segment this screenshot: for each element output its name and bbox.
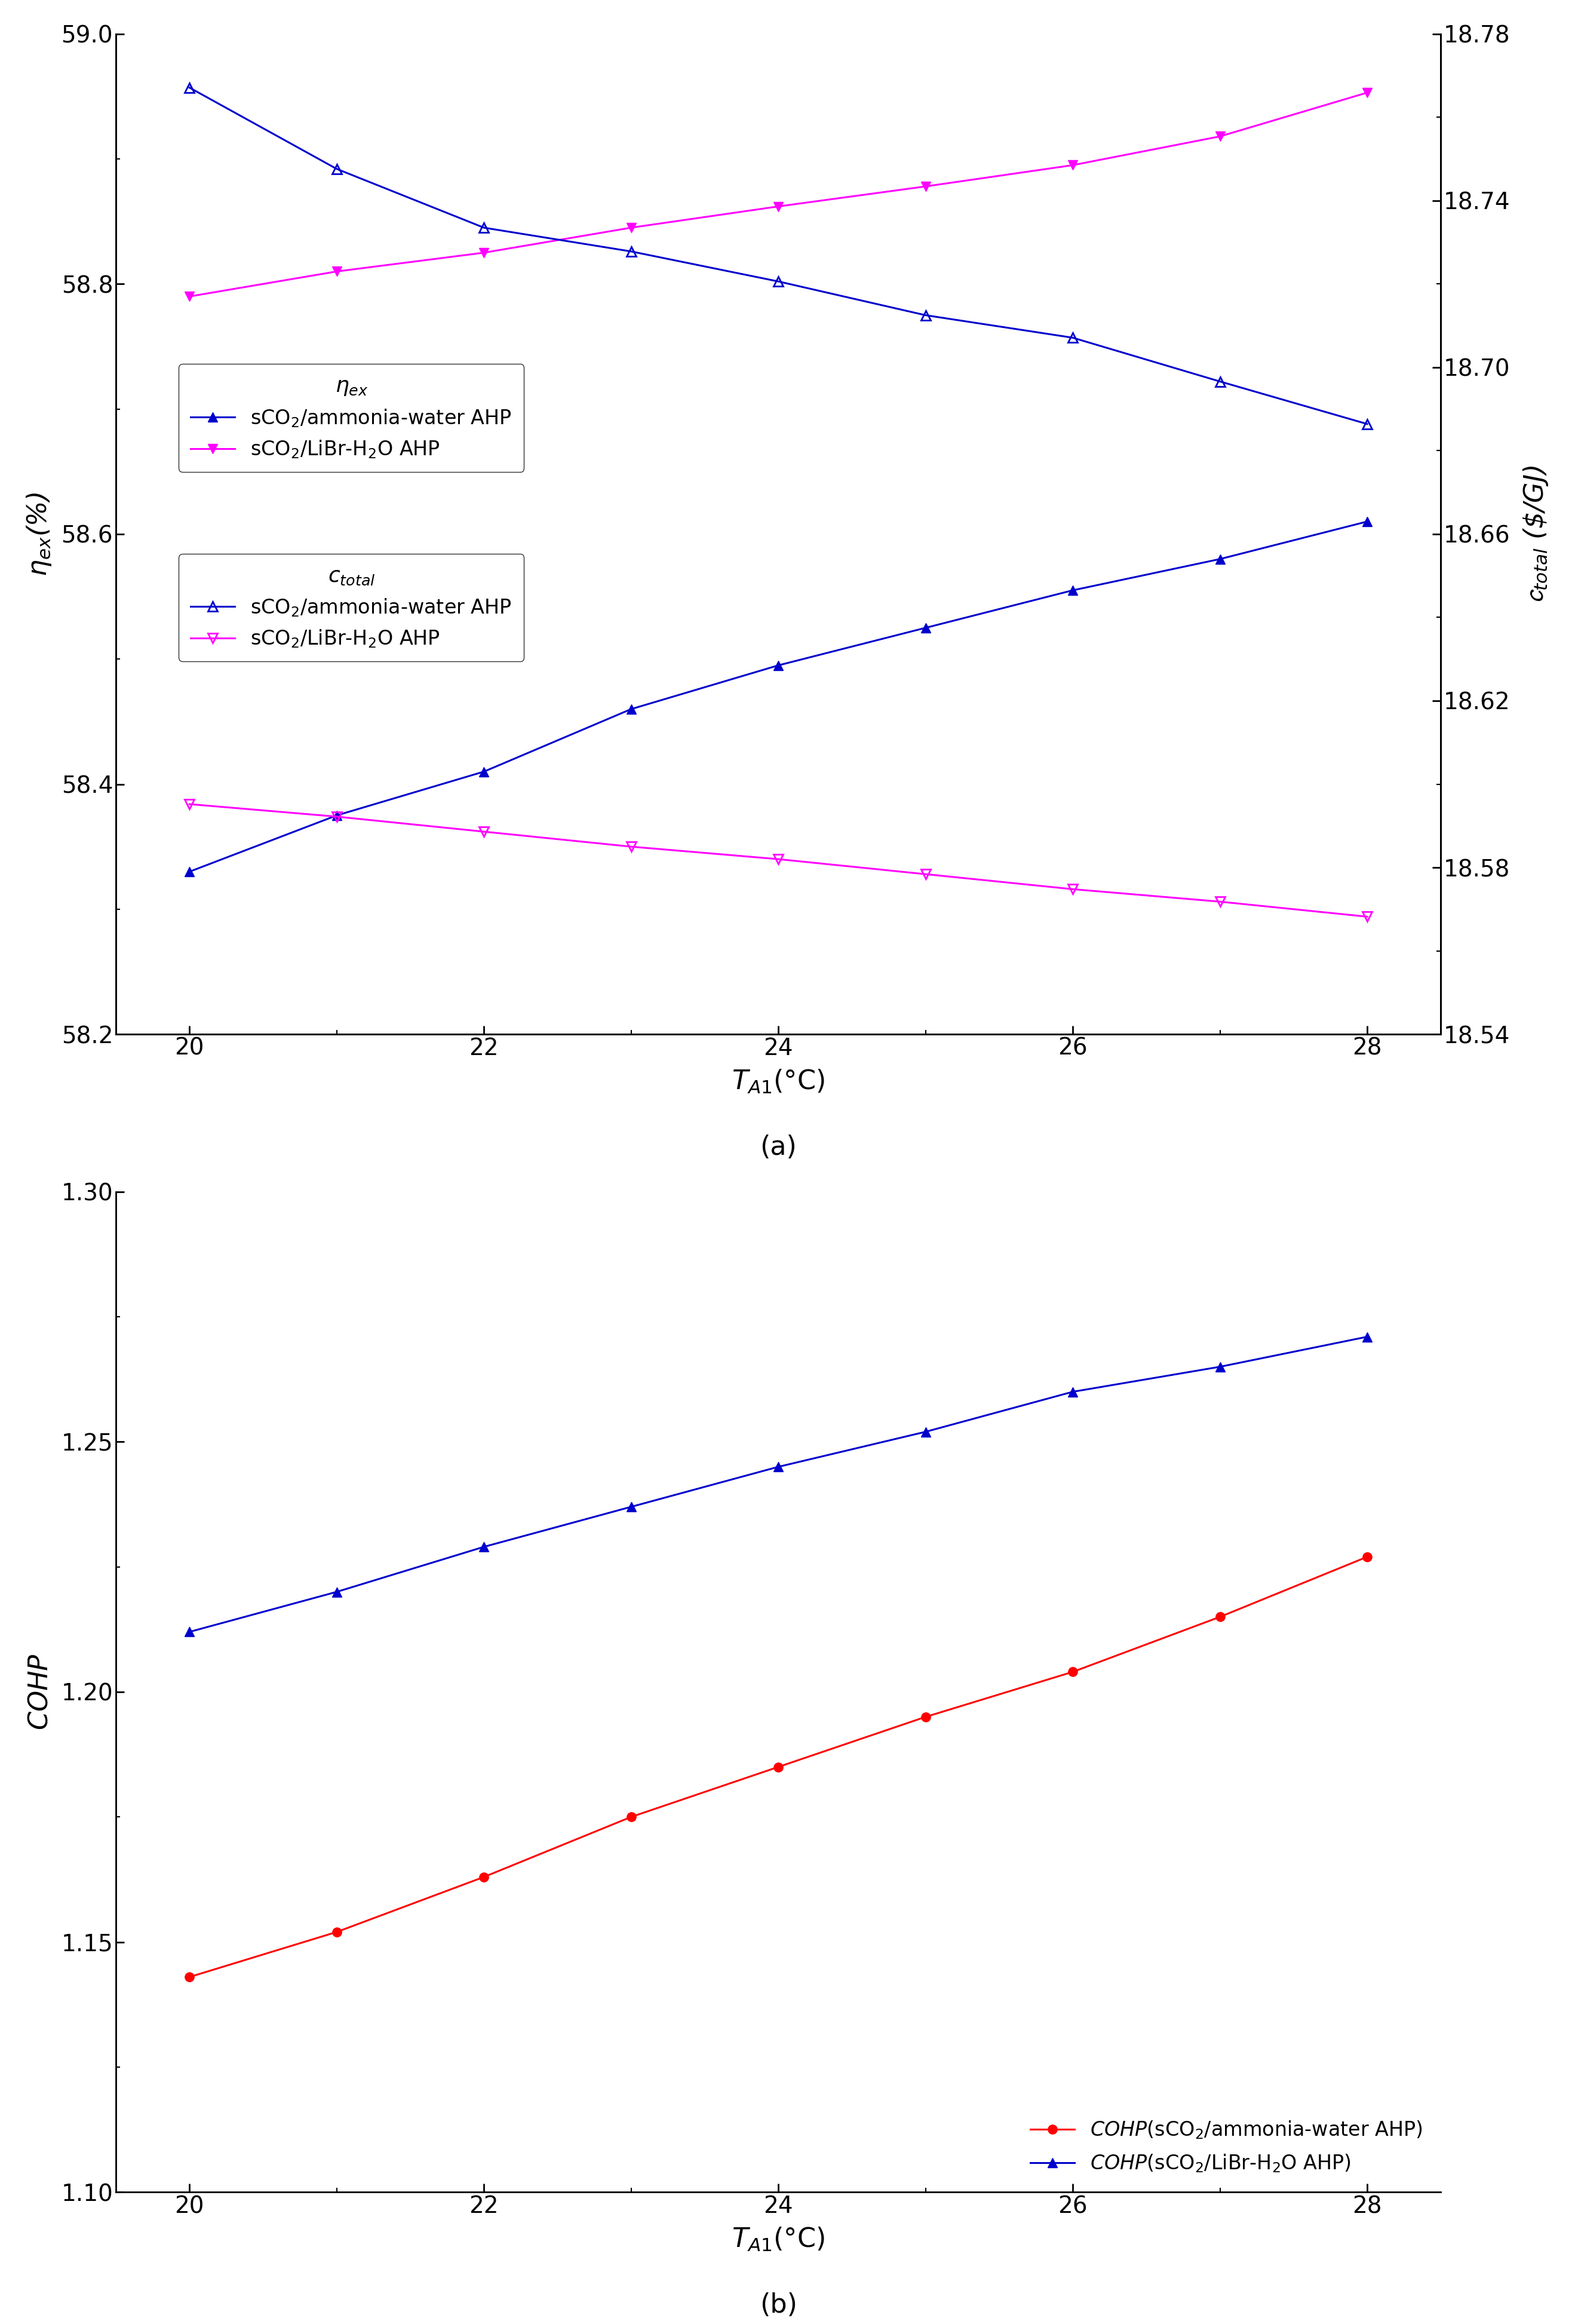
$COHP$(sCO$_2$/LiBr-H$_2$O AHP)	[622, 1492, 641, 1520]
Line: $COHP$(sCO$_2$/ammonia-water AHP): $COHP$(sCO$_2$/ammonia-water AHP)	[184, 1552, 1372, 1982]
Line: $COHP$(sCO$_2$/LiBr-H$_2$O AHP): $COHP$(sCO$_2$/LiBr-H$_2$O AHP)	[184, 1332, 1372, 1636]
Y-axis label: $COHP$: $COHP$	[27, 1655, 54, 1731]
$COHP$(sCO$_2$/LiBr-H$_2$O AHP)	[769, 1452, 788, 1480]
Legend: $COHP$(sCO$_2$/ammonia-water AHP), $COHP$(sCO$_2$/LiBr-H$_2$O AHP): $COHP$(sCO$_2$/ammonia-water AHP), $COHP…	[1022, 2113, 1430, 2182]
$COHP$(sCO$_2$/ammonia-water AHP)	[474, 1864, 493, 1892]
Y-axis label: $\mathcal{c}_{total}$ (\$/GJ): $\mathcal{c}_{total}$ (\$/GJ)	[1521, 465, 1550, 602]
X-axis label: $T_{A1}$(°C): $T_{A1}$(°C)	[732, 2226, 825, 2252]
$COHP$(sCO$_2$/LiBr-H$_2$O AHP)	[328, 1578, 346, 1606]
$COHP$(sCO$_2$/ammonia-water AHP)	[769, 1752, 788, 1780]
$COHP$(sCO$_2$/ammonia-water AHP)	[1358, 1543, 1377, 1571]
$COHP$(sCO$_2$/LiBr-H$_2$O AHP)	[474, 1534, 493, 1562]
Text: (a): (a)	[759, 1134, 797, 1160]
Legend: sCO$_2$/ammonia-water AHP, sCO$_2$/LiBr-H$_2$O AHP: sCO$_2$/ammonia-water AHP, sCO$_2$/LiBr-…	[180, 553, 524, 662]
$COHP$(sCO$_2$/ammonia-water AHP)	[328, 1917, 346, 1945]
$COHP$(sCO$_2$/ammonia-water AHP)	[917, 1703, 936, 1731]
$COHP$(sCO$_2$/ammonia-water AHP)	[622, 1803, 641, 1831]
$COHP$(sCO$_2$/ammonia-water AHP)	[1211, 1604, 1230, 1631]
$COHP$(sCO$_2$/LiBr-H$_2$O AHP)	[1063, 1378, 1082, 1406]
Y-axis label: $\eta_{ex}$(%): $\eta_{ex}$(%)	[25, 493, 54, 576]
$COHP$(sCO$_2$/ammonia-water AHP)	[1063, 1657, 1082, 1685]
$COHP$(sCO$_2$/LiBr-H$_2$O AHP)	[180, 1618, 198, 1645]
$COHP$(sCO$_2$/LiBr-H$_2$O AHP)	[1358, 1322, 1377, 1350]
Text: (b): (b)	[759, 2291, 797, 2317]
$COHP$(sCO$_2$/LiBr-H$_2$O AHP)	[917, 1418, 936, 1446]
$COHP$(sCO$_2$/LiBr-H$_2$O AHP)	[1211, 1353, 1230, 1380]
X-axis label: $T_{A1}$(°C): $T_{A1}$(°C)	[732, 1069, 825, 1095]
$COHP$(sCO$_2$/ammonia-water AHP)	[180, 1964, 198, 1992]
